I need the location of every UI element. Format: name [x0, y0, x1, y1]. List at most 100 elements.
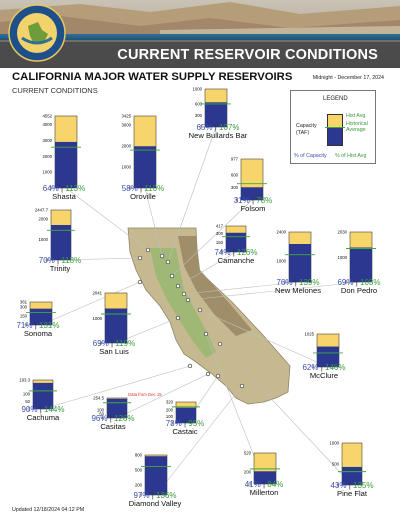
report-date: Midnight - December 17, 2024 [312, 75, 384, 81]
millerton-tick-label: 200 [244, 470, 252, 475]
pine-flat-leader-line [219, 343, 353, 486]
camanche-percent-label: 74% | 126% [214, 248, 257, 257]
sonoma-tick-label: 300 [20, 304, 28, 309]
castaic-pct-capacity: 73% [166, 419, 182, 428]
oroville-percent-label: 58% | 110% [122, 184, 164, 193]
shasta-panel: 4552 4000 3000 2000 1000 064% | 113%Shasta [42, 114, 85, 202]
mcclure-pct-capacity: 62% [302, 363, 318, 372]
shasta-map-dot [145, 247, 151, 253]
new-bullards-bar-percent-label: 65% | 107% [196, 123, 239, 132]
san-luis-tick-label: 0 [100, 341, 103, 346]
pine-flat-map-dot [217, 341, 223, 347]
shasta-tick-label: 0 [50, 186, 53, 191]
oroville-tick-label: 1000 [121, 164, 131, 169]
don-pedro-tick-label: 2030 [337, 230, 347, 235]
legend-historical-average-label: Historical Average [346, 121, 368, 134]
shasta-tick-label: 4000 [42, 122, 52, 127]
diamond-valley-tick-label: 800 [135, 453, 143, 458]
sonoma-tick-label: 381 [20, 300, 28, 305]
oroville-tick-label: 0 [129, 186, 132, 191]
don-pedro-pct-capacity: 69% [337, 278, 353, 287]
millerton-name-label: Millerton [250, 488, 279, 497]
folsom-name-label: Folsom [241, 204, 266, 213]
central-valley [150, 248, 216, 358]
san-luis-tick-label: 2041 [92, 291, 102, 296]
casitas-pct-capacity: 96% [91, 414, 107, 423]
sonoma-tick-label: 0 [25, 323, 28, 328]
pine-flat-pct-capacity: 43% [330, 481, 346, 490]
legend-pct-capacity-label: % of Capacity [294, 153, 327, 159]
oroville-name-label: Oroville [130, 192, 156, 201]
oroville-pct-capacity: 58% [122, 184, 138, 193]
new-bullards-bar-pct-hist-avg: 107% [219, 123, 239, 132]
san-luis-map-dot [175, 315, 181, 321]
shasta-leader-line [65, 187, 149, 251]
don-pedro-map-dot [185, 297, 191, 303]
cachuma-tick-label: 0 [28, 407, 31, 412]
camanche-tick-label: 300 [216, 231, 224, 236]
diamond-valley-tick-label: 200 [135, 483, 143, 488]
new-bullards-bar-name-label: New Bullards Bar [189, 131, 248, 140]
updated-timestamp: Updated 12/18/2024 04:12 PM [12, 507, 85, 513]
folsom-map-dot [169, 273, 175, 279]
shasta-tick-label: 4552 [42, 114, 52, 119]
legend-capacity-label: Capacity (TAF) [296, 123, 317, 136]
trinity-tick-label: 1000 [38, 237, 48, 242]
mcclure-leader-line [199, 309, 329, 368]
casitas-pct-hist-avg: 126% [114, 414, 134, 423]
san-luis-tick-label: 1000 [92, 316, 102, 321]
diamond-valley-name-label: Diamond Valley [129, 499, 182, 508]
mcclure-tick-label: 1025 [304, 332, 314, 337]
casitas-tick-label: 0 [102, 416, 105, 421]
sierra-mountains [178, 236, 252, 336]
legend: LEGEND Capacity (TAF) Hist Avg Historical… [290, 90, 376, 164]
mcclure-percent-label: 62% | 146% [302, 363, 345, 372]
oroville-pct-hist-avg: 110% [144, 184, 164, 193]
new-melones-pct-hist-avg: 139% [299, 278, 319, 287]
don-pedro-tick-label: 1000 [337, 255, 347, 260]
trinity-pct-hist-avg: 118% [61, 256, 81, 265]
camanche-tick-label: 150 [216, 240, 224, 245]
new-melones-pct-capacity: 76% [276, 278, 292, 287]
camanche-pct-hist-avg: 126% [237, 248, 257, 257]
folsom-panel: 977 600 300 031% | 78%Folsom [231, 157, 272, 214]
shasta-tick-label: 3000 [42, 138, 52, 143]
don-pedro-percent-label: 69% | 103% [337, 278, 380, 287]
shasta-tick-label: 2000 [42, 154, 52, 159]
trinity-leader-line [60, 257, 141, 261]
diamond-valley-pct-capacity: 97% [133, 491, 149, 500]
mcclure-storage-bar [317, 346, 339, 367]
mcclure-pct-hist-avg: 146% [325, 363, 345, 372]
oroville-tick-label: 2000 [121, 143, 131, 148]
castaic-tick-label: 100 [166, 414, 174, 419]
folsom-pct-capacity: 31% [234, 196, 250, 205]
new-bullards-bar-pct-capacity: 65% [196, 123, 212, 132]
don-pedro-leader-line [187, 281, 362, 301]
legend-title: LEGEND [323, 96, 348, 102]
diamond-valley-leader-line [155, 385, 243, 496]
new-melones-tick-label: 0 [284, 280, 287, 285]
banner-photo [0, 0, 400, 68]
cachuma-name-label: Cachuma [27, 413, 60, 422]
pine-flat-tick-label: 500 [332, 462, 340, 467]
sonoma-pct-hist-avg: 131% [39, 321, 59, 330]
dwr-seal-logo [8, 4, 66, 62]
san-luis-pct-capacity: 69% [93, 339, 109, 348]
mcclure-name-label: McClure [310, 371, 338, 380]
shasta-pct-hist-avg: 113% [65, 184, 85, 193]
pine-flat-percent-label: 43% | 135% [330, 481, 373, 490]
banner: CURRENT RESERVOIR CONDITIONS [0, 0, 400, 68]
page-subtitle: CURRENT CONDITIONS [12, 86, 98, 95]
diamond-valley-tick-label: 0 [140, 493, 143, 498]
casitas-tick-label: 50 [99, 412, 104, 417]
new-melones-percent-label: 76% | 139% [276, 278, 319, 287]
diamond-valley-storage-bar [145, 456, 167, 495]
castaic-name-label: Castaic [172, 427, 198, 436]
folsom-tick-label: 0 [236, 198, 239, 203]
don-pedro-pct-hist-avg: 103% [360, 278, 380, 287]
cachuma-map-dot [187, 363, 193, 369]
diamond-valley-pct-hist-avg: 136% [156, 491, 176, 500]
camanche-storage-bar [226, 232, 246, 252]
